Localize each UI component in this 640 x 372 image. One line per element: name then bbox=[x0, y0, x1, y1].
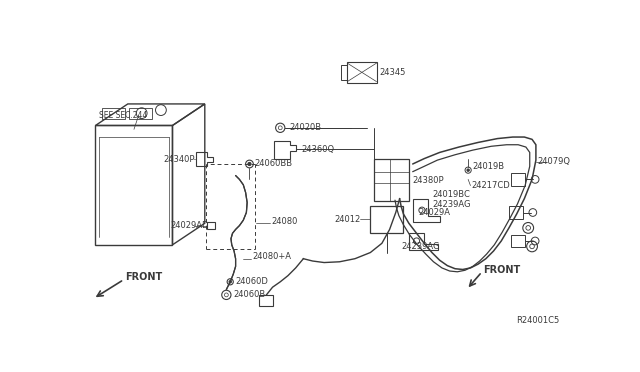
Text: 24060B: 24060B bbox=[234, 291, 266, 299]
Text: 24239AG: 24239AG bbox=[401, 242, 440, 251]
Circle shape bbox=[467, 169, 469, 171]
Bar bbox=[348, 62, 376, 83]
Text: FRONT: FRONT bbox=[125, 272, 163, 282]
Text: 24340P: 24340P bbox=[163, 155, 195, 164]
Bar bbox=[374, 158, 409, 201]
Text: 24060BB: 24060BB bbox=[255, 160, 293, 169]
Bar bbox=[207, 222, 215, 230]
Text: 24217CD: 24217CD bbox=[471, 181, 510, 190]
Text: 24029AD: 24029AD bbox=[170, 221, 209, 230]
Text: FRONT: FRONT bbox=[484, 265, 521, 275]
Text: SEE SEC.244: SEE SEC.244 bbox=[99, 111, 147, 120]
Text: 24345: 24345 bbox=[380, 68, 406, 77]
Text: R24001C5: R24001C5 bbox=[516, 316, 559, 325]
Text: 24019B: 24019B bbox=[473, 162, 505, 171]
Text: 24019BC: 24019BC bbox=[432, 190, 470, 199]
Text: 24080: 24080 bbox=[272, 217, 298, 226]
Bar bbox=[341, 65, 348, 80]
Text: 24012: 24012 bbox=[334, 215, 360, 224]
Text: 24360Q: 24360Q bbox=[301, 145, 334, 154]
Circle shape bbox=[248, 163, 251, 166]
Text: 24079Q: 24079Q bbox=[538, 157, 570, 166]
Text: 24380P: 24380P bbox=[413, 176, 444, 185]
Text: 24020B: 24020B bbox=[289, 123, 322, 132]
Text: 24060D: 24060D bbox=[236, 277, 268, 286]
Circle shape bbox=[229, 280, 232, 283]
Text: 24080+A: 24080+A bbox=[253, 252, 292, 261]
Text: 24029A: 24029A bbox=[419, 208, 451, 217]
Bar bbox=[371, 206, 403, 233]
Text: 24239AG: 24239AG bbox=[432, 199, 470, 209]
